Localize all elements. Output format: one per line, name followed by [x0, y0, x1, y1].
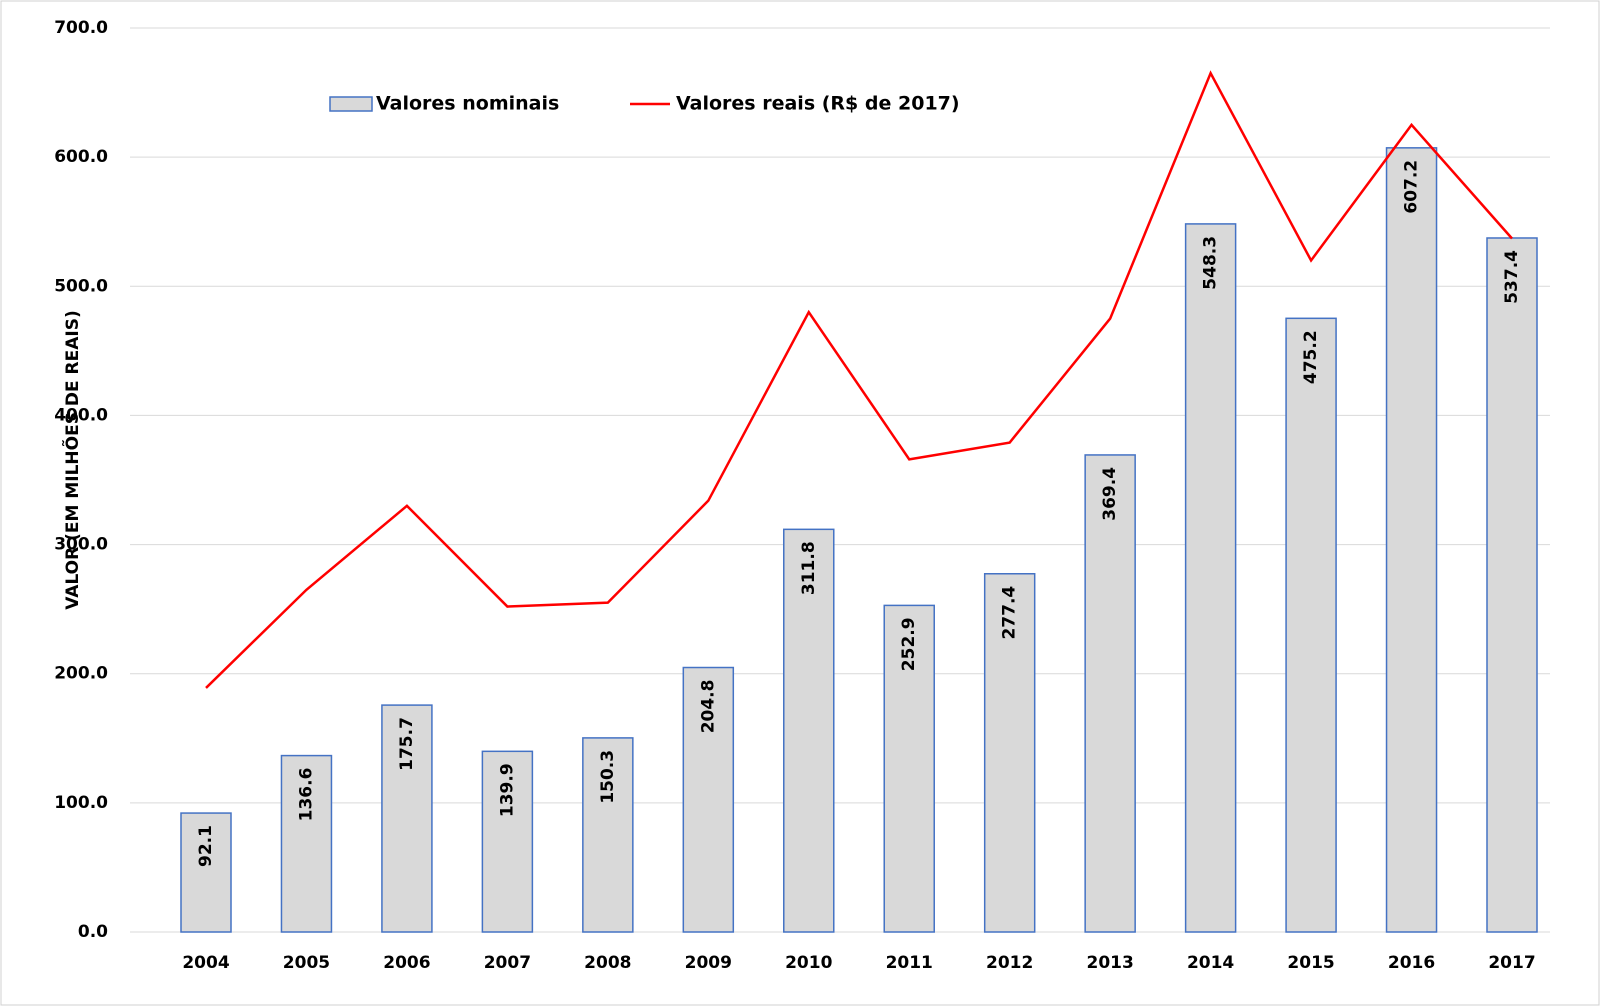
- y-axis-label: VALOR (EM MILHÕES DE REAIS): [60, 310, 83, 609]
- bar-value-label: 175.7: [397, 717, 417, 771]
- bar: [280, 754, 333, 933]
- y-tick-label: 300.0: [54, 535, 108, 555]
- x-tick-label: 2006: [383, 953, 430, 973]
- bar-value-label: 311.8: [799, 541, 819, 595]
- bar-value-label: 277.4: [1000, 586, 1020, 640]
- y-tick-label: 200.0: [54, 664, 108, 684]
- bar: [180, 812, 232, 933]
- y-tick-label: 100.0: [54, 793, 108, 813]
- x-tick-label: 2012: [986, 953, 1033, 973]
- bar: [682, 666, 735, 933]
- bar: [1084, 454, 1136, 933]
- bar-value-label: 607.2: [1402, 160, 1422, 214]
- bar-value-label: 204.8: [698, 680, 718, 734]
- legend-label: Valores nominais: [376, 93, 559, 115]
- bar-value-label: 369.4: [1100, 467, 1120, 521]
- x-tick-label: 2004: [182, 953, 229, 973]
- bar-value-label: 475.2: [1301, 330, 1321, 384]
- bar-value-label: 136.6: [296, 768, 316, 822]
- bar: [783, 528, 835, 933]
- line: [205, 70, 1513, 689]
- bar-value-label: 548.3: [1201, 236, 1221, 290]
- x-tick-label: 2005: [283, 953, 330, 973]
- x-tick-label: 2010: [785, 953, 832, 973]
- x-tick-label: 2011: [886, 953, 933, 973]
- bar: [983, 573, 1036, 933]
- x-tick-label: 2013: [1086, 953, 1133, 973]
- x-tick-label: 2015: [1287, 953, 1334, 973]
- bar: [381, 704, 433, 933]
- bar-value-label: 537.4: [1502, 250, 1522, 304]
- bar: [1285, 317, 1337, 933]
- bar-value-label: 252.9: [899, 617, 919, 671]
- x-tick-label: 2016: [1388, 953, 1435, 973]
- x-tick-label: 2007: [484, 953, 531, 973]
- x-tick-label: 2009: [685, 953, 732, 973]
- y-tick-label: 700.0: [54, 18, 108, 38]
- legend-label: Valores reais (R$ de 2017): [676, 93, 960, 115]
- y-tick-label: 400.0: [54, 405, 108, 425]
- x-tick-label: 2008: [584, 953, 631, 973]
- x-tick-label: 2017: [1488, 953, 1535, 973]
- legend-swatch: [329, 96, 373, 112]
- bar: [1385, 147, 1438, 933]
- y-tick-label: 600.0: [54, 147, 108, 167]
- bar: [1486, 237, 1538, 933]
- bar-value-label: 139.9: [497, 763, 517, 817]
- bar: [481, 750, 534, 933]
- bar-value-label: 150.3: [598, 750, 618, 804]
- bar: [883, 604, 935, 933]
- bar: [1184, 223, 1237, 933]
- bar-value-label: 92.1: [196, 825, 216, 867]
- bar: [582, 737, 634, 933]
- y-tick-label: 500.0: [54, 276, 108, 296]
- x-tick-label: 2014: [1187, 953, 1234, 973]
- y-tick-label: 0.0: [78, 922, 108, 942]
